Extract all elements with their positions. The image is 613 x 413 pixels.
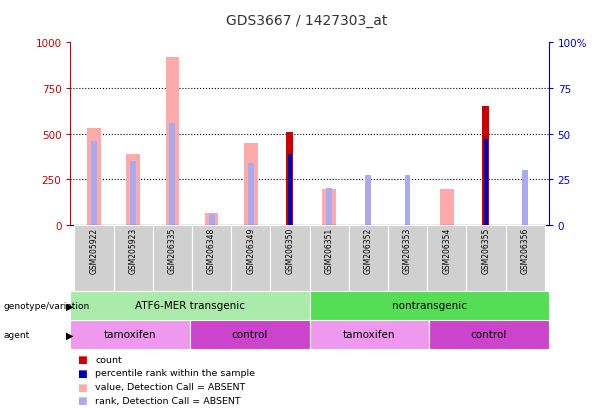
Text: percentile rank within the sample: percentile rank within the sample bbox=[95, 368, 255, 377]
Bar bbox=[244, 143, 257, 225]
Bar bbox=[440, 190, 454, 225]
Bar bbox=[166, 58, 179, 225]
Bar bbox=[484, 140, 488, 225]
Text: GSM206335: GSM206335 bbox=[168, 227, 177, 273]
Text: GSM206349: GSM206349 bbox=[246, 227, 255, 273]
Text: GDS3667 / 1427303_at: GDS3667 / 1427303_at bbox=[226, 14, 387, 28]
Text: GSM206350: GSM206350 bbox=[286, 227, 294, 273]
Text: GSM206351: GSM206351 bbox=[325, 227, 333, 273]
Text: control: control bbox=[471, 330, 507, 339]
Bar bbox=[87, 129, 101, 225]
Bar bbox=[270, 225, 310, 291]
Text: GSM206356: GSM206356 bbox=[520, 227, 530, 273]
Text: GSM205922: GSM205922 bbox=[89, 227, 99, 273]
Bar bbox=[349, 225, 388, 291]
Bar bbox=[208, 214, 215, 225]
Bar bbox=[169, 123, 175, 225]
Bar bbox=[190, 320, 310, 349]
Text: genotype/variation: genotype/variation bbox=[3, 301, 89, 310]
Text: tamoxifen: tamoxifen bbox=[104, 330, 156, 339]
Text: GSM206354: GSM206354 bbox=[442, 227, 451, 273]
Bar bbox=[131, 161, 136, 225]
Bar bbox=[405, 176, 411, 225]
Bar bbox=[153, 225, 192, 291]
Bar bbox=[286, 133, 294, 225]
Bar bbox=[482, 107, 489, 225]
Bar bbox=[70, 320, 190, 349]
Bar bbox=[506, 225, 545, 291]
Text: GSM206348: GSM206348 bbox=[207, 227, 216, 273]
Bar bbox=[310, 291, 549, 320]
Bar bbox=[113, 225, 153, 291]
Bar bbox=[427, 225, 466, 291]
Bar bbox=[205, 213, 218, 225]
Text: control: control bbox=[232, 330, 268, 339]
Bar bbox=[310, 225, 349, 291]
Text: ▶: ▶ bbox=[66, 301, 74, 311]
Text: ▶: ▶ bbox=[66, 330, 74, 339]
Bar bbox=[466, 225, 506, 291]
Text: agent: agent bbox=[3, 330, 29, 339]
Bar bbox=[248, 163, 254, 225]
Text: GSM206355: GSM206355 bbox=[481, 227, 490, 273]
Bar bbox=[310, 320, 429, 349]
Text: ■: ■ bbox=[77, 395, 86, 405]
Text: ■: ■ bbox=[77, 382, 86, 392]
Bar bbox=[70, 291, 310, 320]
Text: tamoxifen: tamoxifen bbox=[343, 330, 395, 339]
Bar bbox=[522, 171, 528, 225]
Bar bbox=[322, 190, 336, 225]
Bar bbox=[231, 225, 270, 291]
Text: ■: ■ bbox=[77, 354, 86, 364]
Text: nontransgenic: nontransgenic bbox=[392, 301, 466, 311]
Bar bbox=[91, 142, 97, 225]
Bar bbox=[288, 154, 292, 225]
Text: ATF6-MER transgenic: ATF6-MER transgenic bbox=[135, 301, 245, 311]
Bar bbox=[74, 225, 113, 291]
Bar bbox=[192, 225, 231, 291]
Text: GSM205923: GSM205923 bbox=[129, 227, 138, 273]
Bar bbox=[388, 225, 427, 291]
Bar bbox=[126, 154, 140, 225]
Bar bbox=[365, 176, 371, 225]
Text: ■: ■ bbox=[77, 368, 86, 378]
Text: GSM206352: GSM206352 bbox=[364, 227, 373, 273]
Text: value, Detection Call = ABSENT: value, Detection Call = ABSENT bbox=[95, 382, 245, 391]
Bar bbox=[429, 320, 549, 349]
Text: count: count bbox=[95, 355, 122, 364]
Text: GSM206353: GSM206353 bbox=[403, 227, 412, 273]
Bar bbox=[326, 189, 332, 225]
Text: rank, Detection Call = ABSENT: rank, Detection Call = ABSENT bbox=[95, 396, 241, 405]
